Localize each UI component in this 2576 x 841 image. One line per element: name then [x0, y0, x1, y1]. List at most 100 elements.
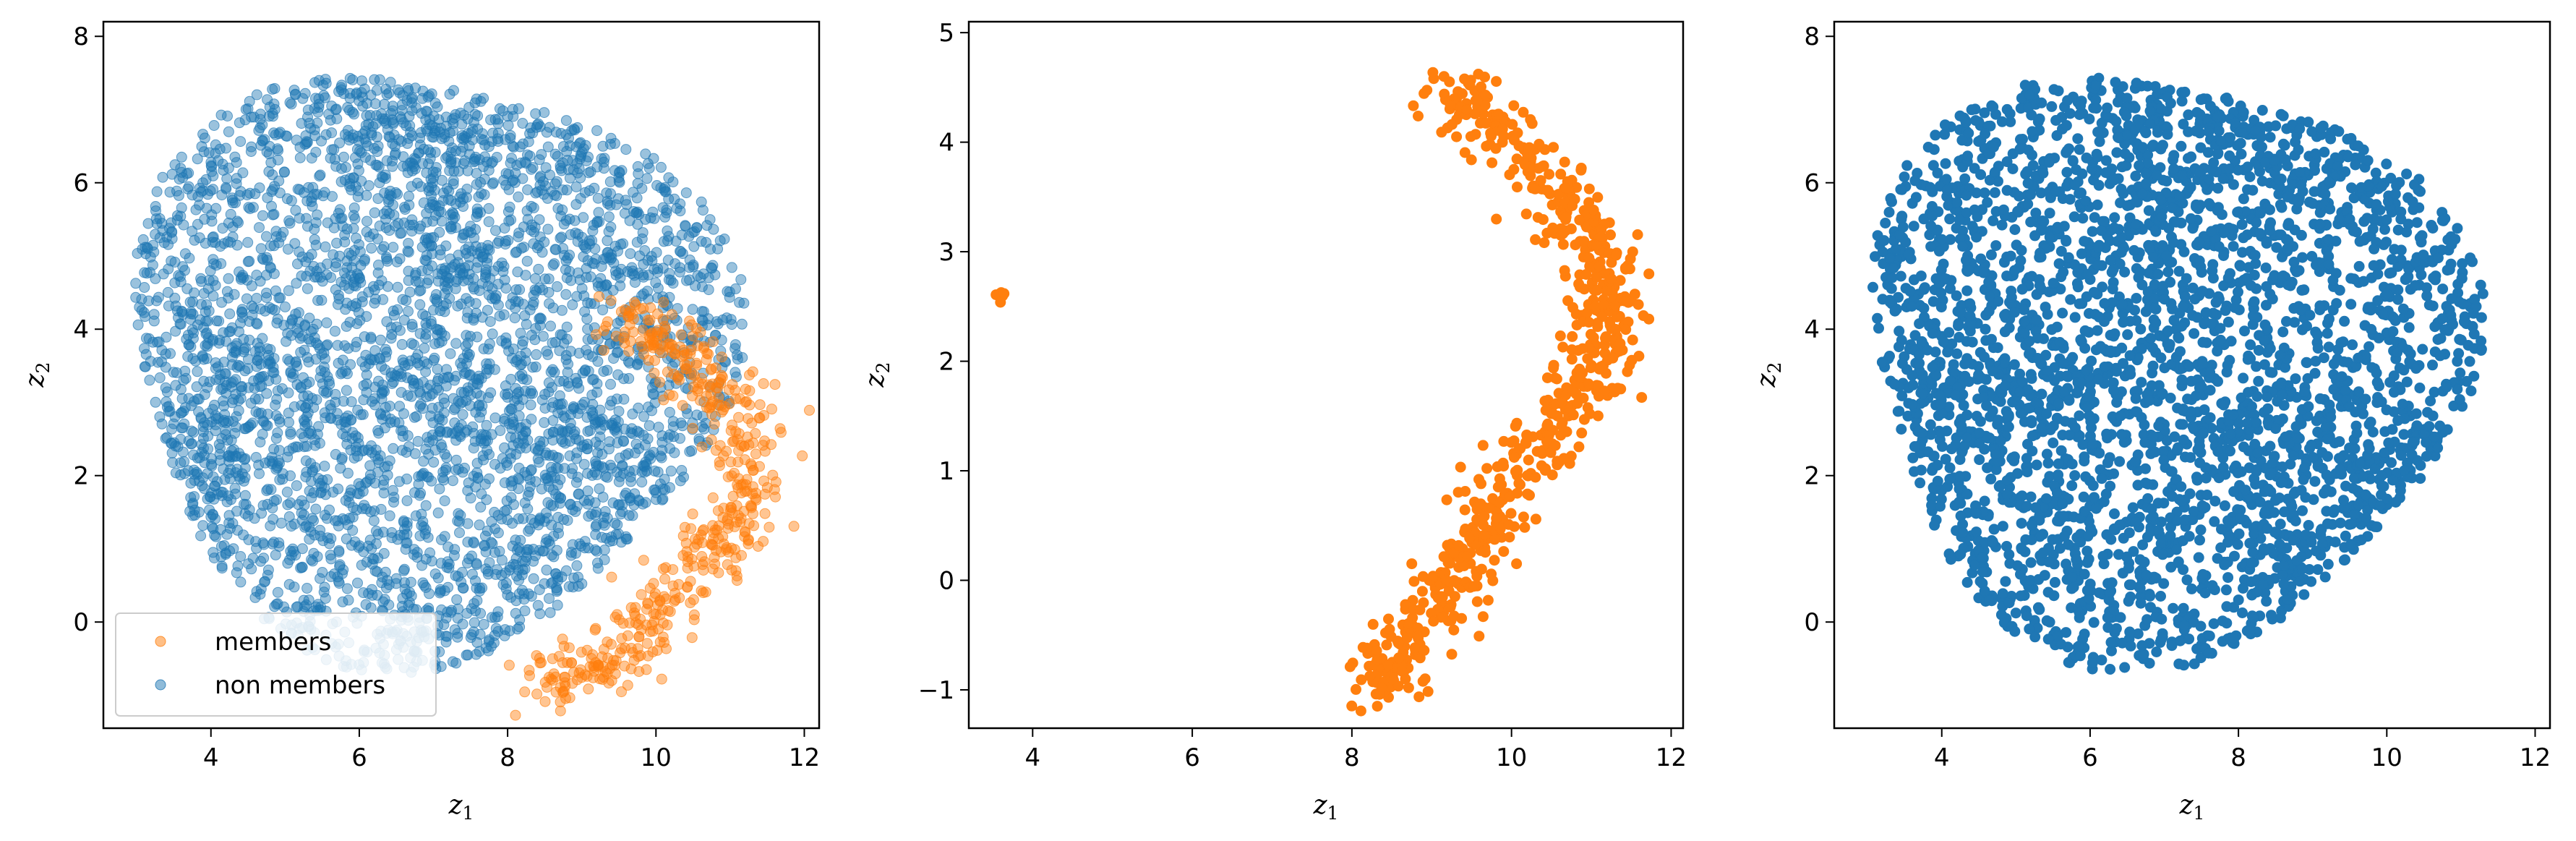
non-members-point	[499, 223, 510, 234]
non-members-point	[544, 298, 555, 309]
non-members-point	[588, 374, 599, 385]
non-members-point	[611, 393, 622, 405]
non-members-point	[224, 545, 236, 557]
series-point	[1572, 398, 1583, 409]
members-point	[633, 666, 645, 678]
non-members-point	[539, 578, 550, 589]
non-members-point	[484, 557, 495, 568]
members-point	[606, 675, 617, 686]
non-members-point	[305, 458, 317, 469]
members-point	[673, 579, 685, 590]
non-members-point	[154, 372, 166, 383]
non-members-point	[531, 242, 543, 254]
panel-2-y-axis-label: z2	[860, 362, 894, 388]
non-members-point	[452, 300, 463, 312]
series-point	[1588, 205, 1599, 215]
series-point	[1638, 310, 1649, 321]
non-members-point	[544, 450, 555, 461]
non-members-point	[160, 382, 171, 393]
non-members-point	[416, 520, 427, 532]
non-members-point	[545, 320, 556, 332]
non-members-point	[273, 154, 284, 166]
non-members-point	[676, 465, 688, 476]
non-members-point	[594, 404, 606, 416]
series-point	[1627, 246, 1638, 257]
non-members-point	[456, 119, 468, 130]
non-members-point	[251, 89, 262, 101]
non-members-point	[609, 241, 621, 252]
non-members-point	[471, 262, 482, 273]
non-members-point	[591, 378, 603, 390]
non-members-point	[420, 310, 432, 322]
series-point	[1547, 408, 1559, 419]
series-point	[1592, 410, 1604, 422]
non-members-point	[475, 390, 487, 401]
non-members-point	[422, 106, 433, 117]
non-members-point	[505, 299, 516, 310]
non-members-point	[515, 242, 527, 254]
non-members-point	[341, 297, 353, 309]
non-members-point	[150, 273, 161, 284]
members-point	[677, 400, 688, 411]
y-tick-label: 2	[938, 348, 954, 377]
non-members-point	[502, 514, 513, 526]
non-members-point	[642, 158, 654, 169]
non-members-point	[325, 571, 337, 582]
series-point	[1539, 464, 1551, 476]
non-members-point	[388, 443, 399, 454]
non-members-point	[581, 344, 592, 356]
non-members-point	[451, 594, 463, 605]
non-members-point	[442, 194, 454, 205]
non-members-point	[567, 539, 578, 550]
series-point	[1455, 461, 1466, 473]
members-point	[733, 445, 745, 456]
non-members-point	[502, 388, 513, 400]
non-members-point	[599, 505, 611, 517]
non-members-point	[336, 213, 348, 224]
non-members-point	[166, 423, 178, 435]
non-members-point	[676, 229, 688, 241]
non-members-point	[268, 268, 280, 279]
x-tick-label: 10	[1496, 743, 1527, 772]
non-members-point	[471, 331, 483, 343]
non-members-point	[562, 425, 573, 437]
non-members-point	[597, 492, 609, 503]
non-members-point	[500, 134, 511, 145]
non-members-point	[592, 356, 604, 367]
non-members-point	[453, 516, 465, 527]
series-point	[1565, 223, 1577, 234]
members-point	[649, 355, 661, 366]
series-point	[1413, 691, 1425, 703]
non-members-point	[441, 452, 453, 464]
non-members-point	[361, 215, 372, 227]
members-point	[531, 688, 543, 700]
members-point	[619, 660, 630, 672]
series-point	[1459, 504, 1471, 516]
legend-marker-non-members	[155, 679, 166, 691]
non-members-point	[434, 200, 445, 211]
non-members-point	[484, 473, 495, 484]
non-members-point	[291, 278, 302, 289]
non-members-point	[347, 74, 359, 85]
non-members-point	[578, 495, 590, 506]
non-members-point	[484, 338, 495, 350]
non-members-point	[343, 497, 355, 508]
series-point	[1627, 334, 1638, 346]
non-members-point	[392, 189, 403, 200]
non-members-point	[513, 410, 525, 422]
non-members-point	[178, 375, 189, 386]
non-members-point	[403, 247, 414, 258]
series-point	[1504, 532, 1515, 543]
non-members-point	[729, 367, 741, 378]
non-members-point	[530, 187, 542, 199]
non-members-point	[216, 296, 228, 308]
non-members-point	[310, 147, 322, 158]
non-members-point	[330, 396, 341, 408]
non-members-point	[636, 477, 648, 488]
non-members-point	[365, 331, 377, 343]
members-point	[687, 508, 698, 520]
series-point	[1558, 453, 1570, 464]
series-point	[1484, 503, 1495, 513]
non-members-point	[520, 425, 531, 437]
